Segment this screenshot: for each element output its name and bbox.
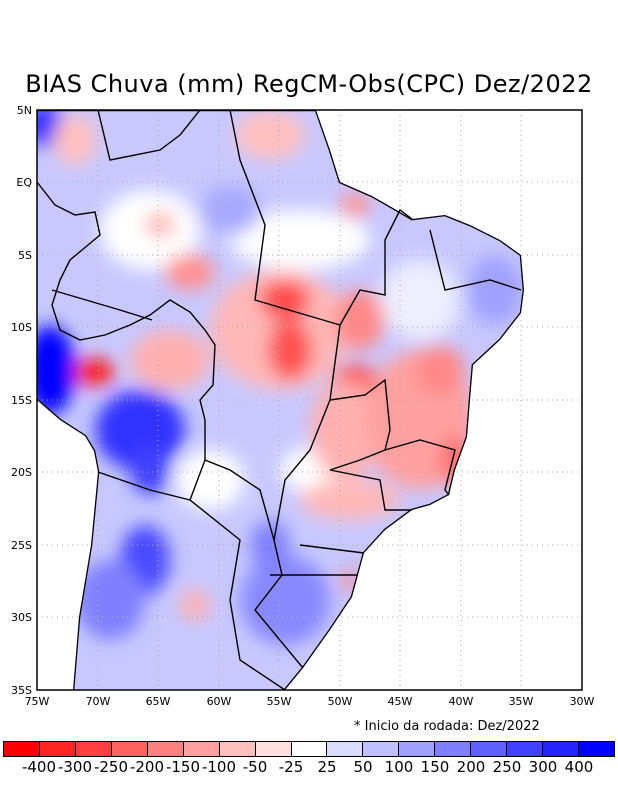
colorbar-swatch (435, 742, 472, 756)
colorbar-swatch (363, 742, 400, 756)
lon-tick: 55W (267, 695, 292, 708)
colorbar-swatch (399, 742, 436, 756)
lat-tick: 35S (11, 684, 32, 697)
colorbar-level-label: 100 (384, 758, 414, 776)
grid-lines (37, 110, 582, 690)
colorbar-swatch (4, 742, 40, 756)
colorbar-level-label: -150 (165, 758, 201, 776)
colorbar-level-label: 150 (420, 758, 450, 776)
lat-tick: 30S (11, 611, 32, 624)
colorbar-level-label: -100 (201, 758, 237, 776)
colorbar-level-label: 200 (456, 758, 486, 776)
lat-tick: 5S (18, 249, 32, 262)
colorbar-swatch (255, 742, 292, 756)
colorbar-swatch (579, 742, 614, 756)
colorbar-level-label: 250 (492, 758, 522, 776)
colorbar-level-label: 25 (317, 758, 337, 776)
colorbar-swatch (471, 742, 508, 756)
colorbar-swatch (507, 742, 544, 756)
colorbar (3, 741, 615, 757)
colorbar-level-label: 50 (353, 758, 373, 776)
colorbar-level-label: 300 (528, 758, 558, 776)
lon-tick: 45W (388, 695, 413, 708)
lat-tick-labels: 5N EQ 5S 10S 15S 20S 25S 30S 35S (11, 104, 32, 697)
lat-tick: 25S (11, 539, 32, 552)
lon-tick: 35W (509, 695, 534, 708)
colorbar-level-label: -400 (21, 758, 57, 776)
run-start-note: * Inicio da rodada: Dez/2022 (354, 719, 540, 734)
map-title: BIAS Chuva (mm) RegCM-Obs(CPC) Dez/2022 (25, 70, 593, 98)
lon-tick: 60W (207, 695, 232, 708)
lon-tick: 65W (146, 695, 171, 708)
colorbar-swatch (111, 742, 148, 756)
plot-frame (36, 109, 583, 691)
colorbar-swatch (39, 742, 76, 756)
colorbar-swatch (219, 742, 256, 756)
colorbar-level-label: -25 (278, 758, 304, 776)
colorbar-level-label: -300 (57, 758, 93, 776)
lat-tick: 5N (17, 104, 32, 117)
lat-tick: EQ (16, 176, 32, 189)
lat-tick: 20S (11, 466, 32, 479)
colorbar-labels: -400 -300 -250 -200 -150 -100 -50 -25 25 50 100 150… (0, 758, 618, 778)
colorbar-swatch (291, 742, 328, 756)
lon-tick: 70W (86, 695, 111, 708)
colorbar-swatch (147, 742, 184, 756)
colorbar-level-label: -50 (242, 758, 268, 776)
colorbar-level-label: -250 (93, 758, 129, 776)
lat-tick: 15S (11, 394, 32, 407)
colorbar-swatch (327, 742, 364, 756)
lon-tick-labels: 75W 70W 65W 60W 55W 50W 45W 40W 35W 30W (25, 695, 595, 708)
colorbar-level-label: -200 (129, 758, 165, 776)
lon-tick: 40W (449, 695, 474, 708)
colorbar-level-label: 400 (564, 758, 594, 776)
bias-field (37, 110, 524, 690)
colorbar-swatch (183, 742, 220, 756)
lon-tick: 50W (328, 695, 353, 708)
colorbar-swatch (75, 742, 112, 756)
colorbar-swatch (543, 742, 579, 756)
lat-tick: 10S (11, 321, 32, 334)
lon-tick: 75W (25, 695, 50, 708)
country-borders (36, 109, 522, 691)
lon-tick: 30W (570, 695, 595, 708)
